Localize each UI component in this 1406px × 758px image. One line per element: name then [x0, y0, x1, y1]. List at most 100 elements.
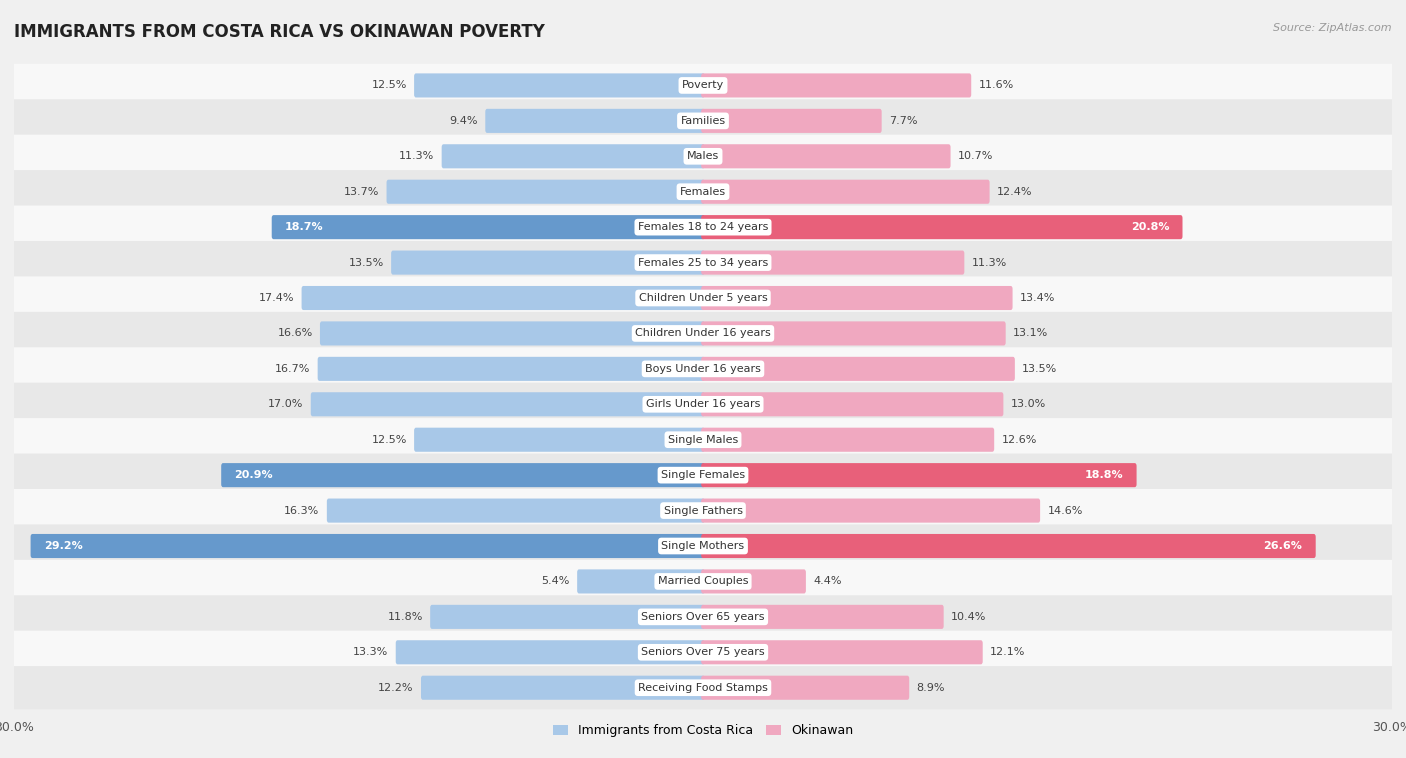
Text: 12.2%: 12.2%: [378, 683, 413, 693]
FancyBboxPatch shape: [702, 74, 972, 98]
Text: 9.4%: 9.4%: [450, 116, 478, 126]
Text: 17.4%: 17.4%: [259, 293, 294, 303]
Text: Children Under 5 years: Children Under 5 years: [638, 293, 768, 303]
FancyBboxPatch shape: [702, 428, 994, 452]
Text: 20.8%: 20.8%: [1130, 222, 1170, 232]
Text: IMMIGRANTS FROM COSTA RICA VS OKINAWAN POVERTY: IMMIGRANTS FROM COSTA RICA VS OKINAWAN P…: [14, 23, 546, 41]
FancyBboxPatch shape: [221, 463, 704, 487]
FancyBboxPatch shape: [318, 357, 704, 381]
FancyBboxPatch shape: [702, 180, 990, 204]
FancyBboxPatch shape: [415, 74, 704, 98]
FancyBboxPatch shape: [702, 215, 1182, 240]
FancyBboxPatch shape: [702, 463, 1136, 487]
FancyBboxPatch shape: [702, 675, 910, 700]
FancyBboxPatch shape: [11, 241, 1395, 284]
FancyBboxPatch shape: [301, 286, 704, 310]
Text: Married Couples: Married Couples: [658, 576, 748, 587]
Text: Receiving Food Stamps: Receiving Food Stamps: [638, 683, 768, 693]
FancyBboxPatch shape: [702, 357, 1015, 381]
FancyBboxPatch shape: [11, 347, 1395, 390]
Text: 4.4%: 4.4%: [813, 576, 842, 587]
FancyBboxPatch shape: [576, 569, 704, 594]
Text: 12.1%: 12.1%: [990, 647, 1025, 657]
FancyBboxPatch shape: [11, 64, 1395, 107]
Text: 16.6%: 16.6%: [277, 328, 312, 338]
Text: 11.3%: 11.3%: [972, 258, 1007, 268]
FancyBboxPatch shape: [702, 534, 1316, 558]
Text: Females 25 to 34 years: Females 25 to 34 years: [638, 258, 768, 268]
Text: Seniors Over 75 years: Seniors Over 75 years: [641, 647, 765, 657]
Text: Single Males: Single Males: [668, 435, 738, 445]
FancyBboxPatch shape: [702, 109, 882, 133]
Text: Single Females: Single Females: [661, 470, 745, 480]
Text: 10.7%: 10.7%: [957, 152, 993, 161]
Text: 18.8%: 18.8%: [1084, 470, 1123, 480]
FancyBboxPatch shape: [11, 595, 1395, 638]
FancyBboxPatch shape: [702, 499, 1040, 522]
Text: 20.9%: 20.9%: [235, 470, 273, 480]
Text: 12.5%: 12.5%: [371, 80, 406, 90]
Text: Families: Families: [681, 116, 725, 126]
FancyBboxPatch shape: [420, 675, 704, 700]
FancyBboxPatch shape: [702, 392, 1004, 416]
Text: Poverty: Poverty: [682, 80, 724, 90]
FancyBboxPatch shape: [702, 251, 965, 274]
Text: Single Mothers: Single Mothers: [661, 541, 745, 551]
FancyBboxPatch shape: [441, 144, 704, 168]
FancyBboxPatch shape: [11, 525, 1395, 568]
Text: 11.3%: 11.3%: [399, 152, 434, 161]
FancyBboxPatch shape: [702, 321, 1005, 346]
FancyBboxPatch shape: [11, 383, 1395, 426]
Text: 18.7%: 18.7%: [285, 222, 323, 232]
FancyBboxPatch shape: [702, 605, 943, 629]
FancyBboxPatch shape: [702, 144, 950, 168]
Text: Females: Females: [681, 186, 725, 197]
FancyBboxPatch shape: [311, 392, 704, 416]
Text: 7.7%: 7.7%: [889, 116, 918, 126]
Text: 12.4%: 12.4%: [997, 186, 1032, 197]
Text: 14.6%: 14.6%: [1047, 506, 1083, 515]
Text: 11.6%: 11.6%: [979, 80, 1014, 90]
Text: 13.1%: 13.1%: [1012, 328, 1049, 338]
Text: Boys Under 16 years: Boys Under 16 years: [645, 364, 761, 374]
FancyBboxPatch shape: [11, 99, 1395, 143]
FancyBboxPatch shape: [11, 312, 1395, 355]
FancyBboxPatch shape: [415, 428, 704, 452]
FancyBboxPatch shape: [387, 180, 704, 204]
FancyBboxPatch shape: [702, 641, 983, 664]
FancyBboxPatch shape: [11, 631, 1395, 674]
Text: 5.4%: 5.4%: [541, 576, 569, 587]
Text: 16.7%: 16.7%: [276, 364, 311, 374]
FancyBboxPatch shape: [11, 418, 1395, 462]
FancyBboxPatch shape: [11, 205, 1395, 249]
FancyBboxPatch shape: [11, 489, 1395, 532]
FancyBboxPatch shape: [395, 641, 704, 664]
Text: 13.0%: 13.0%: [1011, 399, 1046, 409]
FancyBboxPatch shape: [326, 499, 704, 522]
Text: Females 18 to 24 years: Females 18 to 24 years: [638, 222, 768, 232]
Legend: Immigrants from Costa Rica, Okinawan: Immigrants from Costa Rica, Okinawan: [548, 719, 858, 742]
FancyBboxPatch shape: [702, 569, 806, 594]
Text: 13.3%: 13.3%: [353, 647, 388, 657]
FancyBboxPatch shape: [430, 605, 704, 629]
Text: 13.5%: 13.5%: [349, 258, 384, 268]
FancyBboxPatch shape: [702, 286, 1012, 310]
Text: 29.2%: 29.2%: [44, 541, 83, 551]
Text: 12.5%: 12.5%: [371, 435, 406, 445]
Text: 8.9%: 8.9%: [917, 683, 945, 693]
Text: 13.7%: 13.7%: [344, 186, 380, 197]
Text: Children Under 16 years: Children Under 16 years: [636, 328, 770, 338]
Text: Single Fathers: Single Fathers: [664, 506, 742, 515]
FancyBboxPatch shape: [11, 170, 1395, 213]
Text: 12.6%: 12.6%: [1001, 435, 1036, 445]
Text: 13.4%: 13.4%: [1019, 293, 1056, 303]
Text: Males: Males: [688, 152, 718, 161]
FancyBboxPatch shape: [271, 215, 704, 240]
Text: 10.4%: 10.4%: [950, 612, 987, 622]
FancyBboxPatch shape: [11, 277, 1395, 320]
Text: Girls Under 16 years: Girls Under 16 years: [645, 399, 761, 409]
FancyBboxPatch shape: [11, 666, 1395, 709]
FancyBboxPatch shape: [321, 321, 704, 346]
Text: Seniors Over 65 years: Seniors Over 65 years: [641, 612, 765, 622]
Text: Source: ZipAtlas.com: Source: ZipAtlas.com: [1274, 23, 1392, 33]
